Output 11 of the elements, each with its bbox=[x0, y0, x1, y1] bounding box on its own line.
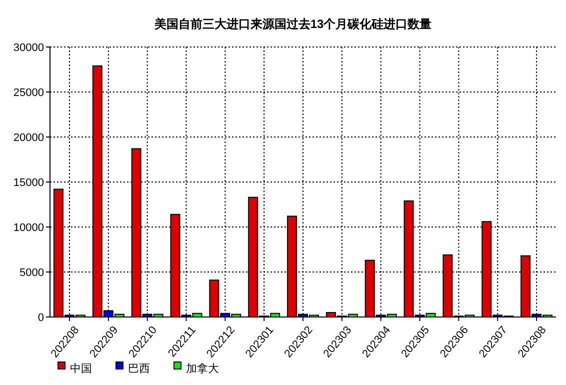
legend-label: 加拿大 bbox=[186, 362, 219, 375]
y-tick-label: 10000 bbox=[13, 222, 44, 234]
legend-label: 中国 bbox=[70, 362, 92, 375]
legend-label: 巴西 bbox=[128, 362, 150, 375]
y-tick-label: 15000 bbox=[13, 177, 44, 189]
y-tick-label: 20000 bbox=[13, 132, 44, 144]
y-tick-label: 25000 bbox=[13, 87, 44, 99]
chart-title: 美国自前三大进口来源国过去13个月碳化硅进口数量 bbox=[153, 17, 432, 31]
y-tick-label: 30000 bbox=[13, 42, 44, 54]
y-tick-label: 5000 bbox=[20, 267, 44, 279]
y-tick-label: 0 bbox=[38, 312, 44, 324]
